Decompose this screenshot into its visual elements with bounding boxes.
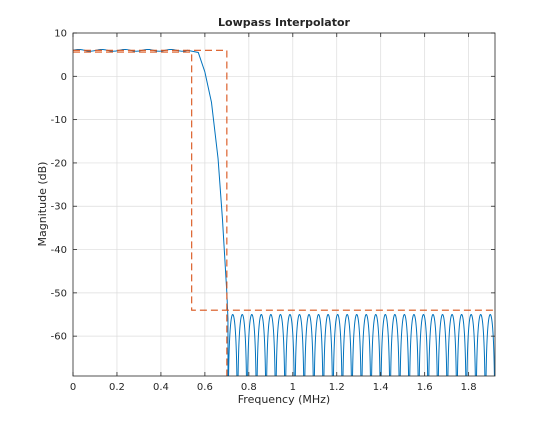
x-tick-label: 1.8	[461, 382, 477, 393]
y-tick-label: -10	[51, 115, 67, 126]
x-tick-labels: 0 0.2 0.4 0.6 0.8 1 1.2 1.4 1.6 1.8	[70, 382, 477, 393]
y-tick-label: -50	[51, 288, 67, 299]
y-tick-label: 0	[61, 72, 67, 83]
grid	[73, 33, 495, 376]
x-tick-label: 0.8	[241, 382, 257, 393]
chart-title: Lowpass Interpolator	[218, 16, 350, 29]
response-line	[73, 48, 495, 376]
series-layer	[73, 48, 495, 376]
y-tick-label: -60	[51, 332, 67, 343]
x-tick-label: 0	[70, 382, 76, 393]
x-axis-label: Frequency (MHz)	[238, 393, 330, 406]
ticks	[72, 32, 495, 376]
x-tick-label: 1.4	[373, 382, 389, 393]
x-tick-label: 0.6	[197, 382, 213, 393]
y-axis-label: Magnitude (dB)	[36, 162, 49, 247]
y-tick-label: -40	[51, 245, 67, 256]
x-tick-label: 1	[290, 382, 296, 393]
plot-area	[73, 33, 495, 376]
plot-box	[72, 32, 496, 377]
y-tick-label: -20	[51, 158, 67, 169]
y-tick-label: 10	[54, 29, 67, 40]
x-tick-label: 1.6	[417, 382, 433, 393]
x-tick-label: 0.2	[109, 382, 125, 393]
x-tick-label: 1.2	[329, 382, 345, 393]
x-tick-label: 0.4	[153, 382, 169, 393]
y-tick-label: -30	[51, 202, 67, 213]
y-tick-labels: 10 0 -10 -20 -30 -40 -50 -60	[51, 29, 67, 343]
mask-lower-line	[73, 51, 495, 311]
